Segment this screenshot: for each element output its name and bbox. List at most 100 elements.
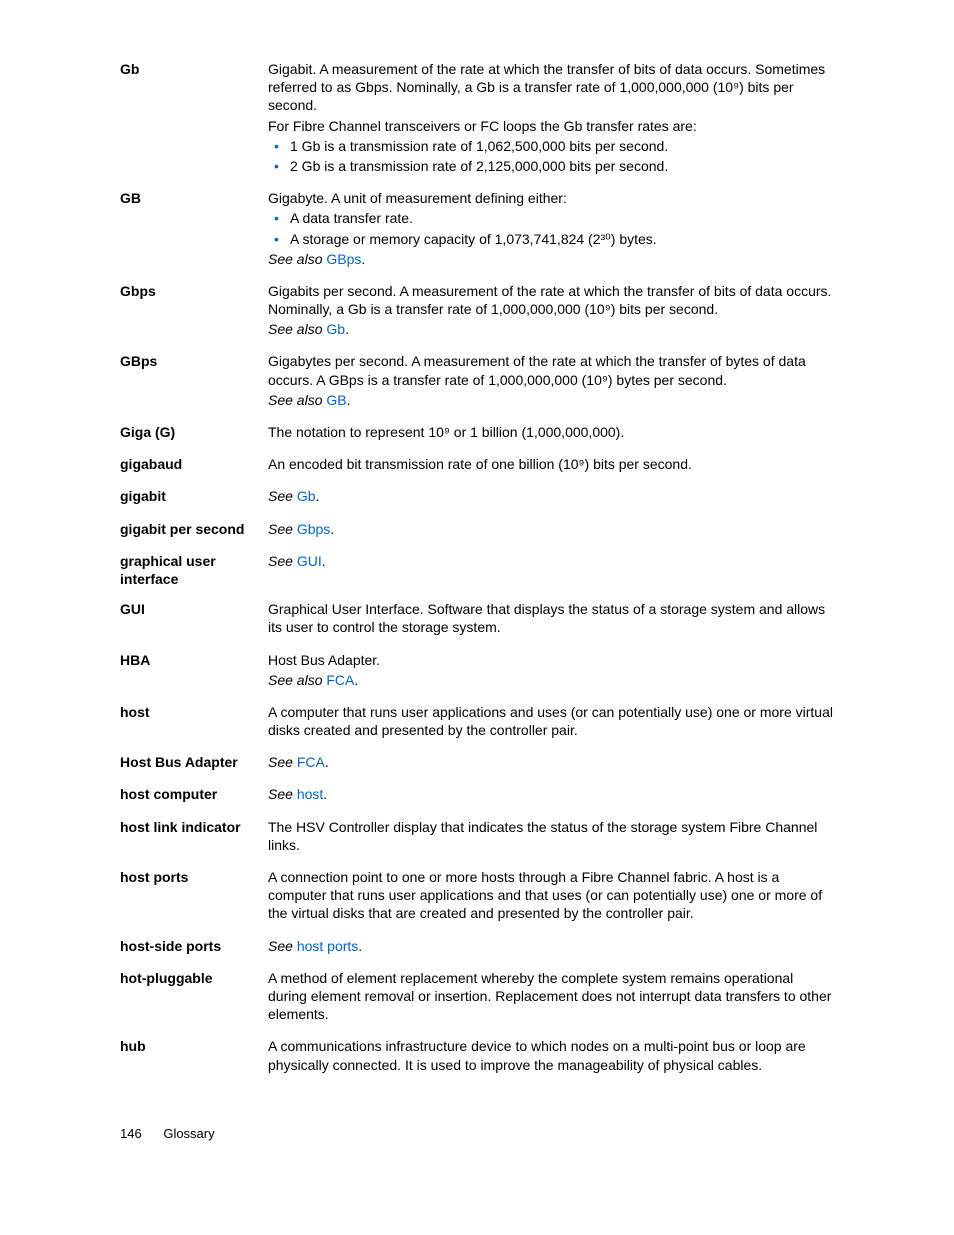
glossary-definition: Gigabit. A measurement of the rate at wh… <box>268 60 834 177</box>
see-suffix: . <box>330 521 334 537</box>
bullet-item: A storage or memory capacity of 1,073,74… <box>290 230 834 248</box>
see-prefix: See <box>268 488 297 504</box>
glossary-definition: Gigabyte. A unit of measurement defining… <box>268 189 834 270</box>
bullet-item: A data transfer rate. <box>290 209 834 227</box>
see-reference: See Gbps. <box>268 520 834 538</box>
glossary-term: host-side ports <box>120 937 268 955</box>
glossary-term: host ports <box>120 868 268 886</box>
glossary-term: hub <box>120 1037 268 1055</box>
cross-reference-link[interactable]: GUI <box>297 553 322 569</box>
glossary-entry: hostA computer that runs user applicatio… <box>120 703 834 741</box>
glossary-term: Gb <box>120 60 268 78</box>
glossary-entry: GbpsGigabits per second. A measurement o… <box>120 282 834 341</box>
definition-text: For Fibre Channel transceivers or FC loo… <box>268 117 834 135</box>
cross-reference-link[interactable]: FCA <box>326 672 354 688</box>
see-also-prefix: See also <box>268 672 326 688</box>
cross-reference-link[interactable]: host ports <box>297 938 358 954</box>
section-title: Glossary <box>163 1126 214 1141</box>
glossary-definition: See Gb. <box>268 487 834 507</box>
definition-text: A communications infrastructure device t… <box>268 1037 834 1073</box>
cross-reference-link[interactable]: GBps <box>326 251 361 267</box>
glossary-entry: Giga (G)The notation to represent 10⁹ or… <box>120 423 834 443</box>
see-prefix: See <box>268 754 297 770</box>
definition-text: Gigabyte. A unit of measurement defining… <box>268 189 834 207</box>
definition-text: Graphical User Interface. Software that … <box>268 600 834 636</box>
glossary-entry: gigabit per secondSee Gbps. <box>120 520 834 540</box>
definition-text: A method of element replacement whereby … <box>268 969 834 1024</box>
glossary-definition: A connection point to one or more hosts … <box>268 868 834 925</box>
see-also-prefix: See also <box>268 392 326 408</box>
page-footer: 146 Glossary <box>120 1126 834 1141</box>
glossary-entry: host computerSee host. <box>120 785 834 805</box>
cross-reference-link[interactable]: Gb <box>326 321 345 337</box>
glossary-entries: GbGigabit. A measurement of the rate at … <box>120 60 834 1076</box>
see-also-reference: See also GB. <box>268 391 834 409</box>
glossary-entry: host portsA connection point to one or m… <box>120 868 834 925</box>
glossary-entry: gigabitSee Gb. <box>120 487 834 507</box>
see-also-suffix: . <box>354 672 358 688</box>
definition-bullets: 1 Gb is a transmission rate of 1,062,500… <box>268 137 834 175</box>
page-number: 146 <box>120 1126 142 1141</box>
glossary-term: GUI <box>120 600 268 618</box>
definition-text: The HSV Controller display that indicate… <box>268 818 834 854</box>
glossary-page: GbGigabit. A measurement of the rate at … <box>0 0 954 1181</box>
glossary-entry: HBAHost Bus Adapter. See also FCA. <box>120 651 834 691</box>
glossary-term: gigabit <box>120 487 268 505</box>
glossary-definition: A communications infrastructure device t… <box>268 1037 834 1075</box>
glossary-term: gigabit per second <box>120 520 268 538</box>
glossary-term: host computer <box>120 785 268 803</box>
glossary-term: Giga (G) <box>120 423 268 441</box>
glossary-definition: Gigabits per second. A measurement of th… <box>268 282 834 341</box>
see-suffix: . <box>358 938 362 954</box>
glossary-definition: Host Bus Adapter. See also FCA. <box>268 651 834 691</box>
glossary-term: host <box>120 703 268 721</box>
see-suffix: . <box>322 553 326 569</box>
see-reference: See host ports. <box>268 937 834 955</box>
see-suffix: . <box>325 754 329 770</box>
see-reference: See host. <box>268 785 834 803</box>
glossary-definition: Graphical User Interface. Software that … <box>268 600 834 638</box>
see-also-suffix: . <box>345 321 349 337</box>
glossary-term: HBA <box>120 651 268 669</box>
definition-bullets: A data transfer rate. A storage or memory… <box>268 209 834 247</box>
definition-text: A computer that runs user applications a… <box>268 703 834 739</box>
glossary-entry: host-side portsSee host ports. <box>120 937 834 957</box>
glossary-entry: GUIGraphical User Interface. Software th… <box>120 600 834 638</box>
glossary-term: hot-pluggable <box>120 969 268 987</box>
definition-text: Gigabit. A measurement of the rate at wh… <box>268 60 834 115</box>
glossary-definition: The notation to represent 10⁹ or 1 billi… <box>268 423 834 443</box>
see-suffix: . <box>316 488 320 504</box>
see-also-suffix: . <box>347 392 351 408</box>
definition-text: Host Bus Adapter. <box>268 651 834 669</box>
glossary-term: host link indicator <box>120 818 268 836</box>
glossary-term: graphical user interface <box>120 552 268 588</box>
see-also-reference: See also GBps. <box>268 250 834 268</box>
see-also-reference: See also Gb. <box>268 320 834 338</box>
see-also-reference: See also FCA. <box>268 671 834 689</box>
see-reference: See FCA. <box>268 753 834 771</box>
see-prefix: See <box>268 553 297 569</box>
glossary-entry: host link indicatorThe HSV Controller di… <box>120 818 834 856</box>
see-reference: See Gb. <box>268 487 834 505</box>
see-prefix: See <box>268 938 297 954</box>
cross-reference-link[interactable]: host <box>297 786 323 802</box>
bullet-item: 1 Gb is a transmission rate of 1,062,500… <box>290 137 834 155</box>
cross-reference-link[interactable]: GB <box>326 392 346 408</box>
cross-reference-link[interactable]: Gb <box>297 488 316 504</box>
definition-text: Gigabytes per second. A measurement of t… <box>268 352 834 388</box>
glossary-definition: See Gbps. <box>268 520 834 540</box>
glossary-definition: See host. <box>268 785 834 805</box>
glossary-definition: An encoded bit transmission rate of one … <box>268 455 834 475</box>
see-suffix: . <box>323 786 327 802</box>
glossary-entry: GBpsGigabytes per second. A measurement … <box>120 352 834 411</box>
cross-reference-link[interactable]: Gbps <box>297 521 330 537</box>
glossary-term: GB <box>120 189 268 207</box>
glossary-entry: hubA communications infrastructure devic… <box>120 1037 834 1075</box>
glossary-definition: See FCA. <box>268 753 834 773</box>
see-prefix: See <box>268 786 297 802</box>
definition-text: Gigabits per second. A measurement of th… <box>268 282 834 318</box>
glossary-entry: Host Bus AdapterSee FCA. <box>120 753 834 773</box>
see-also-prefix: See also <box>268 251 326 267</box>
definition-text: An encoded bit transmission rate of one … <box>268 455 834 473</box>
cross-reference-link[interactable]: FCA <box>297 754 325 770</box>
